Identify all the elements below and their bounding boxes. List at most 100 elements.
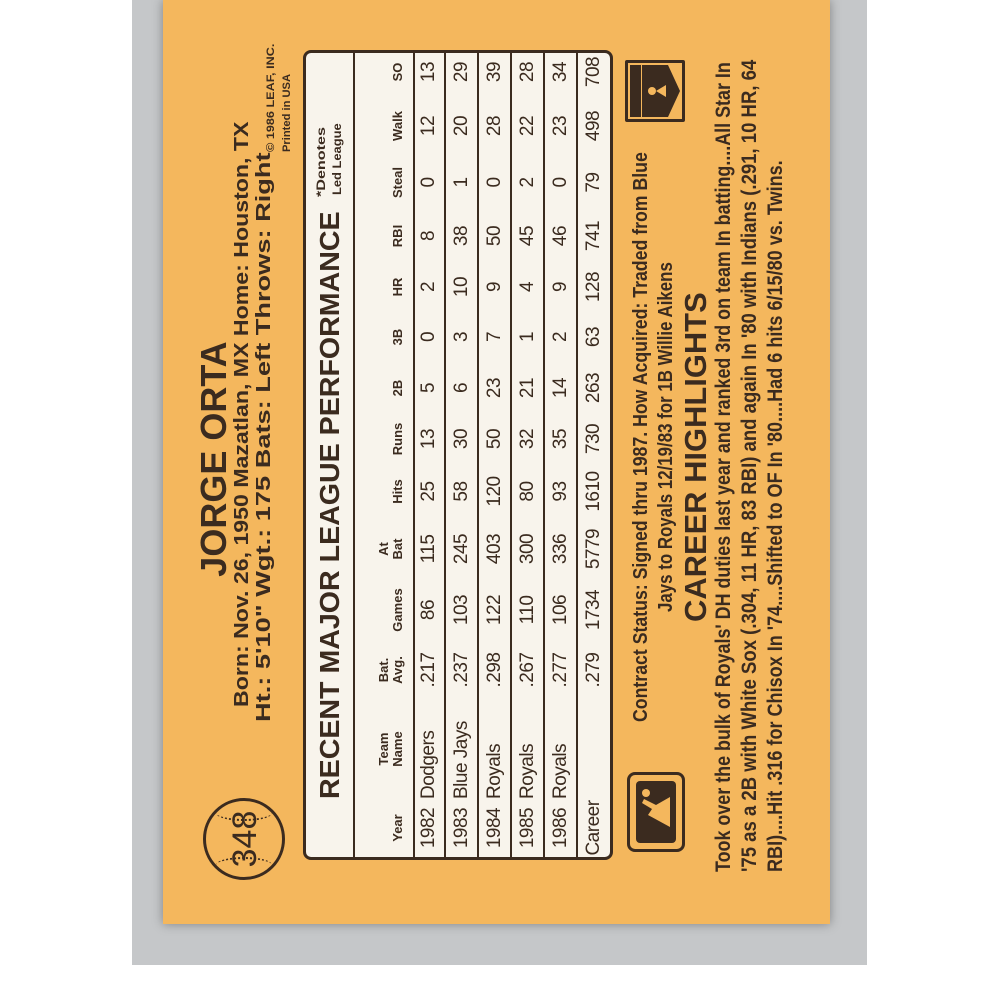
- table-cell: 300: [517, 533, 538, 565]
- table-cell: 4: [517, 281, 538, 293]
- table-cell: 35: [550, 428, 571, 450]
- highlights-line-2: '75 as a 2B with White Sox (.304, 11 HR,…: [738, 59, 761, 872]
- table-cell: 498: [583, 110, 604, 142]
- contract-wrap-2: Jays to Royals 12/19/83 for 1B Willie Ai…: [655, 262, 679, 612]
- bio-line-1: Born: Nov. 26, 1950 Mazatlan, MX Home: H…: [231, 121, 253, 707]
- table-cell: 50: [484, 225, 505, 247]
- bio-line-1-wrap: Born: Nov. 26, 1950 Mazatlan, MX Home: H…: [231, 122, 253, 707]
- table-cell: 708: [583, 56, 604, 88]
- table-cell: 12: [418, 115, 439, 137]
- footnote-line-1: *Denotes: [314, 126, 328, 197]
- table-row: 1982 Dodgers .217 86 115 25 13 5 0 2 8 0 12 13: [413, 53, 446, 857]
- table-cell: 93: [550, 481, 571, 502]
- table-cell: 2: [550, 331, 571, 343]
- table-cell: 9: [484, 281, 505, 293]
- table-cell: 21: [517, 377, 538, 399]
- table-cell: 63: [583, 326, 604, 348]
- table-cell: 336: [550, 533, 571, 565]
- table-cell: 5779: [583, 528, 604, 570]
- highlights-wrap-3: RBI)....Hit .316 for Chisox In '74....Sh…: [764, 160, 790, 872]
- table-cell: 2: [517, 177, 538, 188]
- table-row: 1986 Royals .277 106 336 93 35 14 2 9 46 0 23 34: [545, 53, 578, 857]
- table-cell: Royals: [517, 743, 538, 799]
- table-cell: 0: [418, 177, 439, 188]
- table-cell: 50: [484, 428, 505, 450]
- table-cell: 1982: [418, 807, 439, 849]
- table-cell: 110: [517, 595, 538, 625]
- stats-title-bar: RECENT MAJOR LEAGUE PERFORMANCE *Denotes…: [306, 53, 355, 857]
- column-header: RBI: [390, 224, 405, 248]
- contract-line-2: Jays to Royals 12/19/83 for 1B Willie Ai…: [655, 262, 677, 612]
- table-cell: .277: [550, 652, 571, 688]
- table-cell: 79: [583, 172, 604, 193]
- table-cell: 730: [583, 423, 604, 455]
- stitch-left: [216, 857, 272, 873]
- table-cell: 1985: [517, 807, 538, 849]
- column-header: At Bat: [376, 538, 405, 560]
- column-header: SO: [390, 62, 405, 82]
- copyright-wrap-2: Printed in USA: [277, 73, 293, 152]
- table-cell: 29: [451, 61, 472, 83]
- table-cell: 1983: [451, 807, 472, 849]
- table-cell: 245: [451, 533, 472, 565]
- table-cell: 6: [451, 382, 472, 394]
- contract-wrap-1: Contract Status: Signed thru 1987. How A…: [630, 152, 654, 722]
- table-cell: 22: [517, 115, 538, 137]
- copyright-wrap-1: © 1986 LEAF, INC.: [261, 44, 277, 152]
- table-cell: 128: [583, 271, 604, 303]
- column-header: Year: [390, 814, 405, 842]
- table-row: Career .279 1734 5779 1610 730 263 63 128 741 79 49…: [578, 53, 611, 857]
- stats-title: RECENT MAJOR LEAGUE PERFORMANCE: [314, 211, 345, 799]
- table-cell: 0: [484, 177, 505, 188]
- table-cell: 34: [550, 61, 571, 83]
- column-header: Runs: [390, 422, 405, 456]
- table-cell: 13: [418, 428, 439, 450]
- copyright-line-2: Printed in USA: [281, 73, 293, 152]
- baseball-card-back: 348 JORGE ORTA Born: Nov. 26, 1950 Mazat…: [163, 0, 830, 924]
- table-cell: .279: [583, 652, 604, 688]
- table-cell: 10: [451, 276, 472, 298]
- table-cell: 122: [484, 594, 505, 626]
- table-cell: Royals: [484, 743, 505, 799]
- bio-line-2: Ht.: 5'10" Wgt.: 175 Bats: Left Throws: …: [253, 152, 275, 722]
- table-cell: 741: [583, 220, 604, 252]
- stats-header-row: Year Team Name Bat. Avg. Games At Bat Hits Run…: [353, 53, 415, 857]
- table-cell: Blue Jays: [451, 721, 472, 799]
- mlb-logo: [627, 772, 685, 852]
- table-cell: 7: [484, 331, 505, 343]
- column-header: 2B: [390, 379, 405, 397]
- table-cell: 3: [451, 331, 472, 343]
- table-cell: Career: [583, 800, 604, 856]
- table-cell: 120: [484, 476, 505, 507]
- table-cell: 46: [550, 225, 571, 247]
- table-cell: 1984: [484, 807, 505, 849]
- table-cell: 38: [451, 225, 472, 247]
- table-cell: .267: [517, 652, 538, 688]
- table-row: 1985 Royals .267 110 300 80 32 21 1 4 45 2 22 28: [512, 53, 545, 857]
- table-cell: 30: [451, 428, 472, 450]
- table-cell: 80: [517, 481, 538, 502]
- table-cell: 9: [550, 281, 571, 293]
- table-cell: 13: [418, 61, 439, 83]
- column-header: Games: [390, 588, 405, 632]
- highlights-line-1: Took over the bulk of Royals' DH duties …: [712, 62, 735, 872]
- highlights-title-wrap: CAREER HIGHLIGHTS: [678, 292, 713, 622]
- table-cell: 86: [418, 599, 439, 621]
- table-cell: [578, 699, 611, 799]
- footnote-line-2: Led League: [330, 123, 344, 195]
- table-row: 1984 Royals .298 122 403 120 50 23 7 9 50 0 28 39: [479, 53, 512, 857]
- table-cell: 32: [517, 428, 538, 450]
- table-cell: 8: [418, 230, 439, 242]
- table-cell: 106: [550, 594, 571, 626]
- table-cell: 2: [418, 281, 439, 293]
- column-header: Hits: [390, 479, 405, 504]
- table-cell: 1610: [583, 471, 604, 512]
- table-cell: 58: [451, 481, 472, 502]
- table-row: 1983 Blue Jays .237 103 245 58 30 6 3 10 38 1 20 29: [446, 53, 479, 857]
- table-cell: 5: [418, 382, 439, 394]
- highlights-wrap-2: '75 as a 2B with White Sox (.304, 11 HR,…: [738, 60, 764, 872]
- card-number-baseball-icon: 348: [203, 798, 285, 880]
- highlights-wrap-1: Took over the bulk of Royals' DH duties …: [712, 62, 738, 872]
- table-cell: 403: [484, 533, 505, 565]
- stats-title-wrap: RECENT MAJOR LEAGUE PERFORMANCE: [314, 211, 346, 799]
